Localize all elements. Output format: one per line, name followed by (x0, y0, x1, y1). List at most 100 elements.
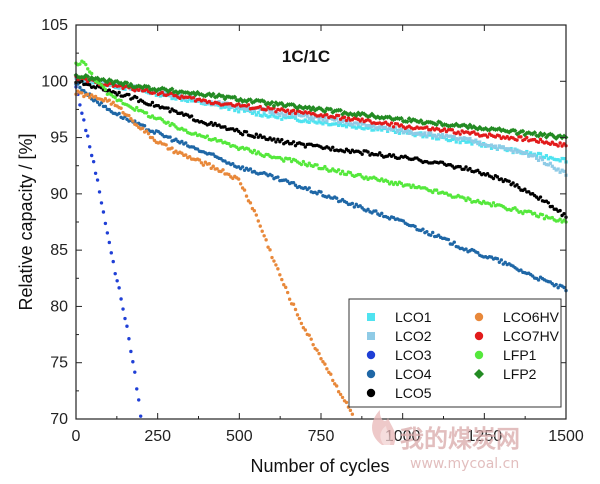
data-point (438, 120, 443, 126)
data-point (82, 88, 86, 93)
data-point (282, 283, 286, 287)
data-point (248, 97, 253, 103)
data-point (370, 128, 374, 132)
data-point (140, 126, 145, 130)
data-point (440, 135, 445, 140)
data-point (393, 130, 398, 134)
data-point (252, 110, 256, 114)
data-point (489, 125, 494, 131)
data-point (219, 106, 223, 110)
data-point (226, 94, 232, 100)
data-point (293, 114, 298, 118)
series-lco5 (74, 78, 568, 219)
data-point (197, 158, 202, 162)
data-point (340, 111, 345, 117)
data-point (319, 190, 323, 194)
data-point (205, 134, 210, 138)
data-point (201, 100, 205, 105)
legend-item-lco7hv: LCO7HV (474, 328, 560, 344)
data-point (237, 110, 241, 114)
data-point (558, 208, 562, 213)
data-point (252, 209, 257, 213)
data-point (368, 125, 372, 129)
data-point (476, 251, 480, 255)
data-point (208, 93, 214, 99)
data-point (366, 126, 370, 130)
data-point (129, 117, 133, 121)
data-point (352, 125, 356, 129)
data-point (509, 148, 513, 152)
data-point (538, 156, 543, 160)
data-point (258, 113, 262, 118)
data-point (297, 119, 302, 123)
series-lfp2 (73, 72, 569, 141)
legend-label: LCO1 (395, 309, 432, 325)
data-point (362, 127, 366, 131)
data-point (131, 360, 135, 364)
legend-marker (366, 369, 376, 379)
data-point (321, 359, 325, 364)
data-point (520, 128, 526, 134)
data-point (227, 104, 231, 108)
data-point (391, 127, 396, 131)
legend-marker (367, 332, 375, 340)
data-point (144, 87, 149, 91)
data-point (550, 204, 554, 209)
data-point (193, 131, 198, 135)
data-point (84, 79, 88, 84)
data-point (329, 148, 333, 152)
data-point (237, 106, 241, 110)
data-point (115, 279, 119, 283)
data-point (266, 115, 270, 119)
data-point (275, 102, 281, 107)
data-point (432, 121, 438, 127)
data-point (513, 148, 517, 152)
data-point (476, 141, 480, 146)
data-point (536, 151, 541, 156)
data-point (531, 154, 535, 158)
legend-item-lco1: LCO1 (367, 309, 432, 325)
data-point (325, 367, 329, 371)
data-point (395, 182, 400, 187)
data-point (214, 94, 220, 99)
data-point (250, 150, 255, 155)
data-point (468, 136, 472, 141)
data-point (536, 158, 541, 163)
data-point (372, 128, 376, 132)
data-point (81, 74, 87, 80)
data-point (210, 91, 216, 97)
data-point (337, 123, 341, 128)
data-point (339, 122, 343, 126)
y-tick-label: 80 (50, 298, 68, 315)
data-point (416, 119, 422, 125)
data-point (562, 285, 566, 290)
x-axis-title: Number of cycles (250, 456, 389, 476)
data-point (178, 96, 182, 101)
data-point (180, 96, 184, 100)
data-point (88, 95, 92, 100)
data-point (106, 77, 112, 83)
data-point (101, 210, 106, 214)
data-point (309, 118, 313, 122)
data-point (264, 113, 268, 118)
data-point (485, 135, 490, 139)
data-point (136, 83, 142, 89)
data-point (170, 94, 174, 98)
data-point (137, 398, 141, 402)
data-point (254, 113, 258, 117)
data-point (272, 111, 276, 115)
data-point (103, 78, 108, 84)
data-point (536, 133, 541, 139)
x-tick-label: 750 (308, 428, 335, 445)
data-point (157, 86, 163, 92)
legend-marker (474, 369, 484, 379)
data-point (180, 151, 184, 155)
data-point (162, 90, 166, 94)
data-point (521, 151, 525, 156)
data-point (138, 84, 144, 90)
data-point (489, 146, 494, 150)
data-point (221, 105, 225, 109)
data-point (544, 154, 548, 158)
data-point (295, 112, 300, 116)
data-point (470, 139, 474, 143)
